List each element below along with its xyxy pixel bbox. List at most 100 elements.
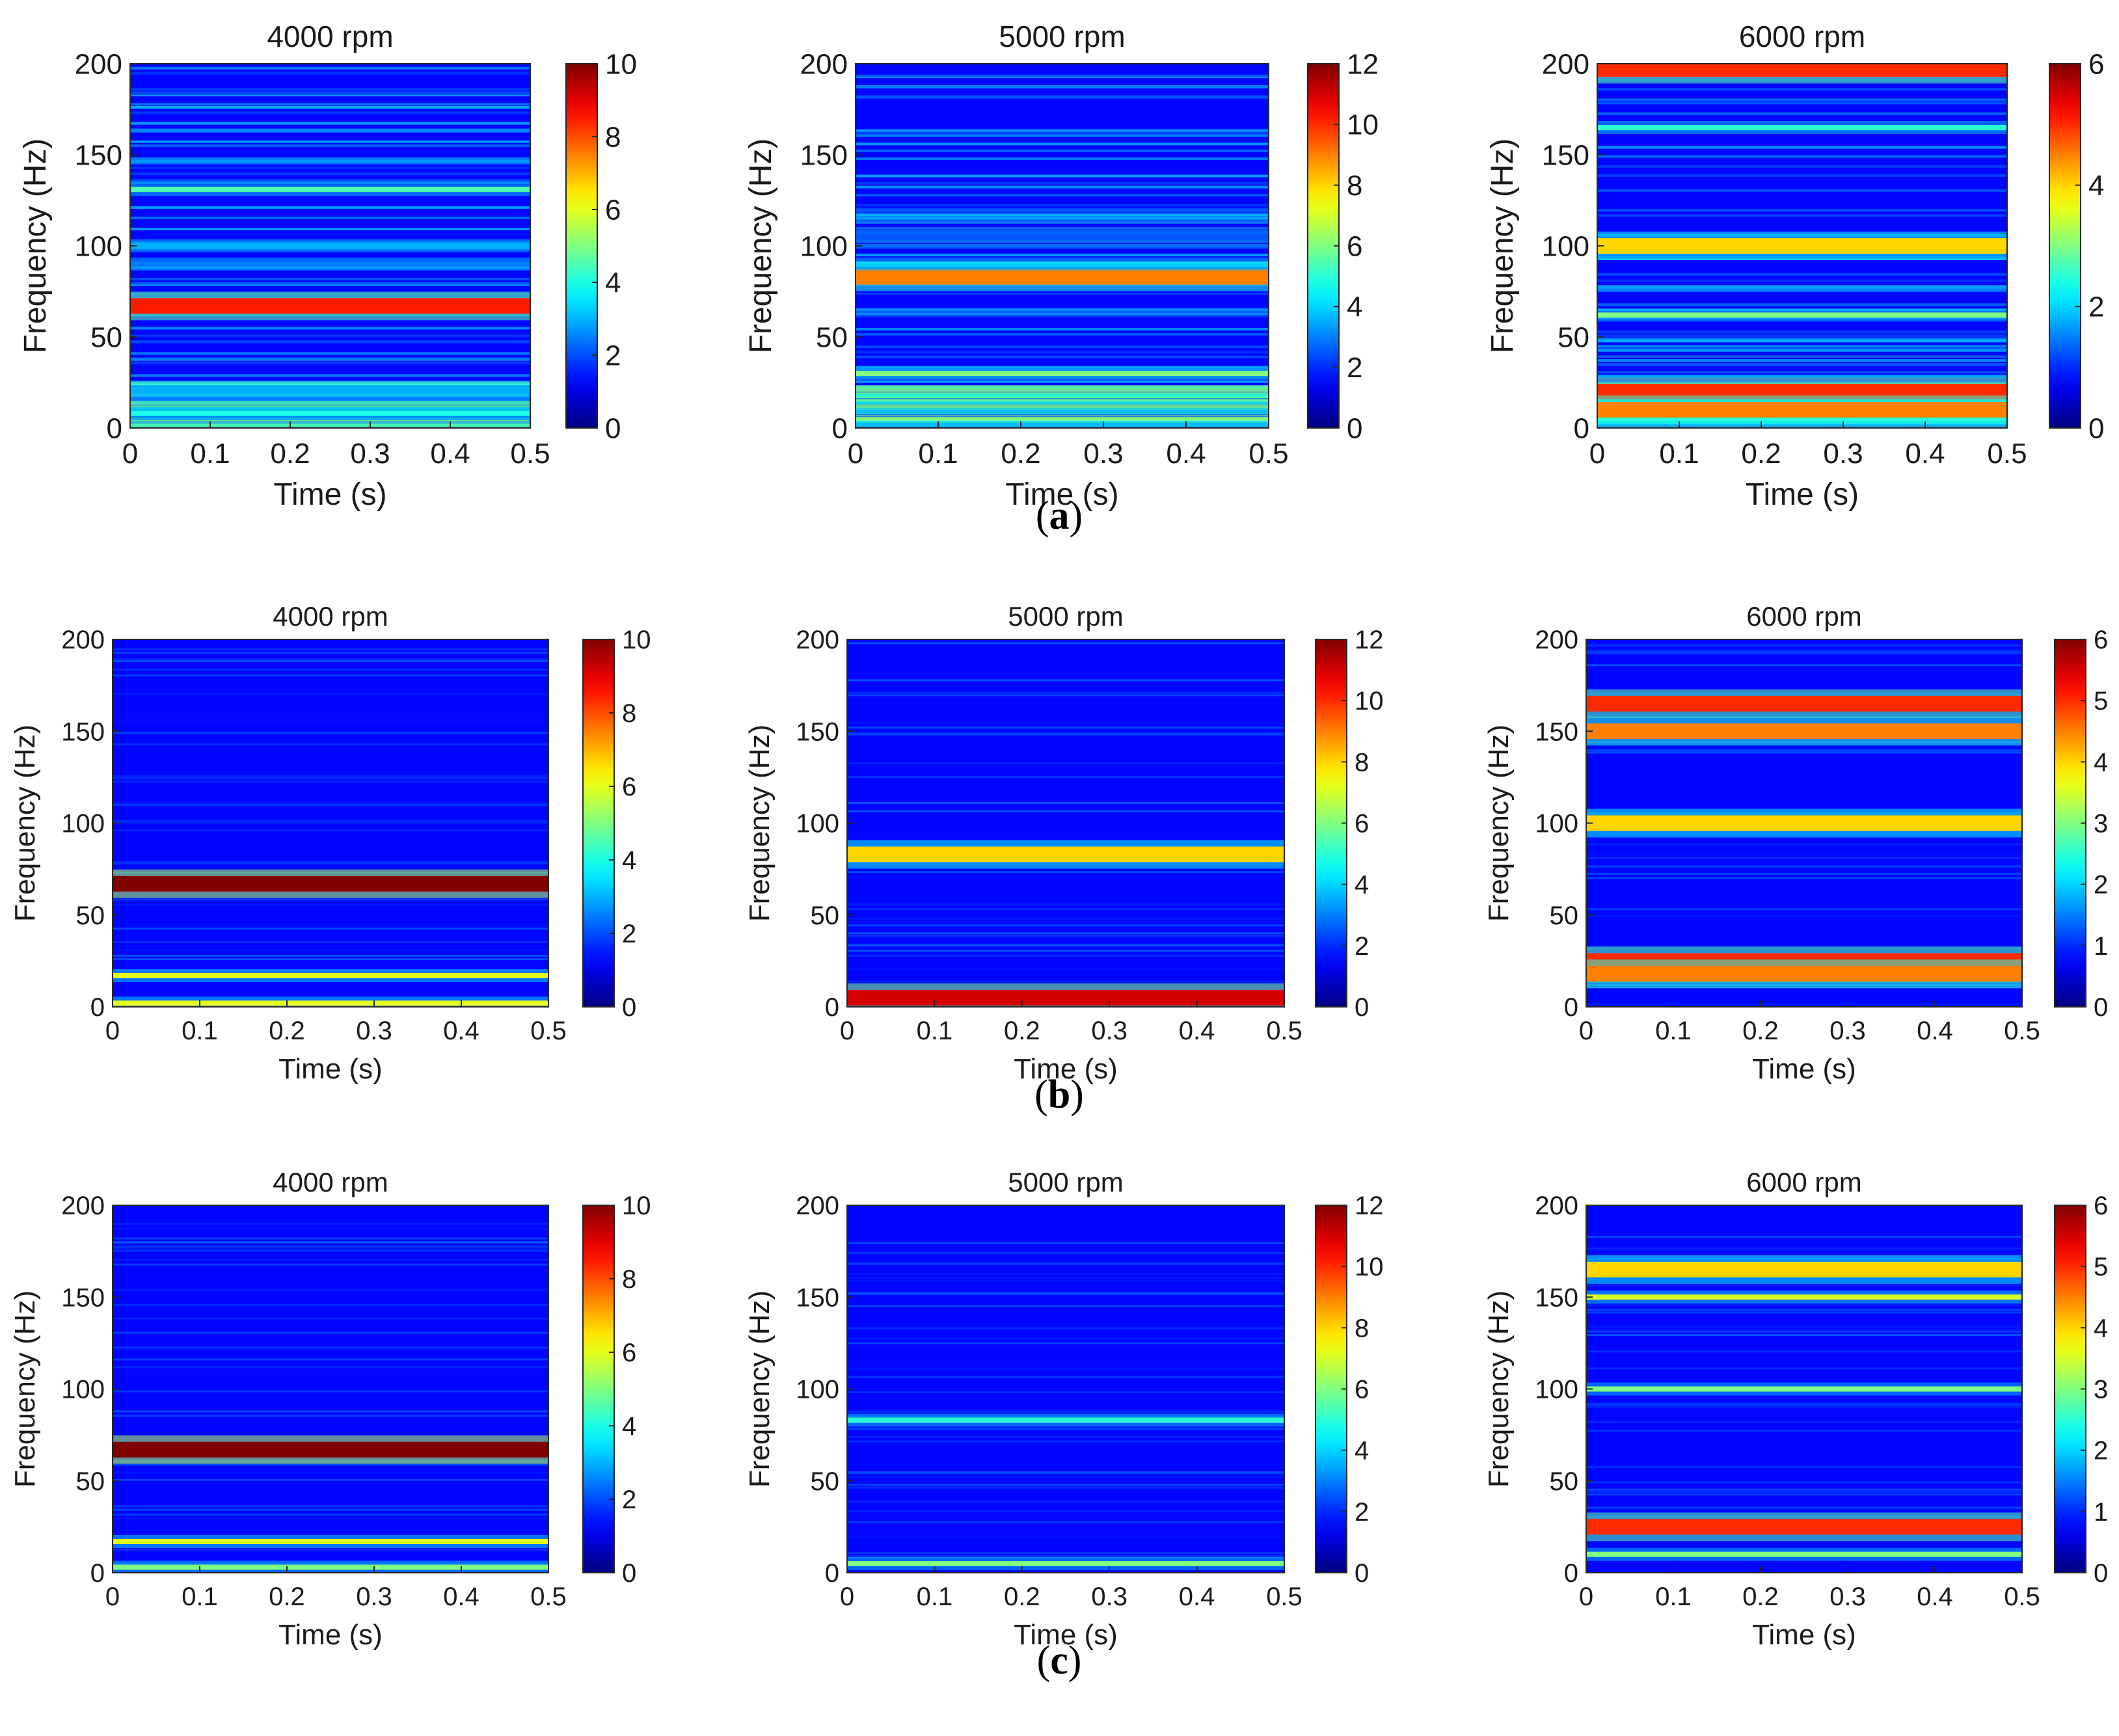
texture-stripe [1586, 1493, 2022, 1496]
texture-stripe [113, 660, 548, 662]
colorbar-tick-label: 0 [605, 412, 621, 444]
colorbar-tick-label: 1 [2094, 1498, 2108, 1527]
texture-stripe [1586, 1330, 2022, 1333]
texture-stripe [1597, 146, 2007, 149]
texture-stripe [113, 941, 548, 943]
texture-stripe [113, 949, 548, 952]
texture-stripe [113, 1259, 548, 1261]
band-83hz [856, 269, 1269, 285]
texture-stripe [847, 924, 1284, 927]
texture-stripe [856, 134, 1269, 137]
y-axis-label: Frequency (Hz) [744, 1290, 776, 1488]
band-83hz [847, 846, 1284, 862]
band-20hz [130, 389, 530, 394]
y-tick-label: 200 [796, 626, 839, 654]
x-tick-label: 0.2 [1004, 1017, 1040, 1045]
texture-stripe [130, 157, 530, 160]
texture-stripe [113, 804, 548, 807]
texture-stripe [113, 1547, 548, 1550]
texture-stripe [847, 1251, 1284, 1254]
colorbar [582, 639, 615, 1008]
colorbar-tick-label: 0 [622, 1559, 636, 1588]
colorbar-tick-label: 8 [1355, 1314, 1369, 1342]
colorbar-tick-label: 2 [2094, 1437, 2108, 1465]
y-tick-label: 0 [1564, 993, 1578, 1022]
texture-stripe [1597, 174, 2007, 177]
texture-stripe [847, 802, 1284, 805]
y-tick-label: 0 [90, 993, 105, 1022]
y-axis-label: Frequency (Hz) [744, 139, 778, 354]
colorbar-tick-label: 4 [605, 267, 621, 299]
colorbar-tick-label: 4 [1355, 871, 1369, 900]
texture-stripe [130, 92, 530, 95]
colorbar-tick-label: 6 [1347, 230, 1362, 262]
texture-stripe [847, 1279, 1284, 1282]
texture-stripe [856, 211, 1269, 214]
texture-stripe [847, 1277, 1284, 1279]
colorbar-tick-label: 4 [1355, 1437, 1369, 1465]
texture-stripe [856, 332, 1269, 336]
colorbar-tick-label: 10 [622, 626, 651, 654]
texture-stripe [1586, 1311, 2022, 1314]
texture-stripe [856, 292, 1269, 295]
texture-stripe [130, 122, 530, 125]
texture-stripe [1586, 1491, 2022, 1493]
band-100hz [1586, 1386, 2022, 1392]
texture-stripe [847, 1292, 1284, 1294]
colorbar-tick-label: 6 [622, 773, 636, 801]
texture-stripe [113, 1358, 548, 1361]
x-axis-label: Time (s) [278, 1619, 383, 1651]
x-tick-label: 0.1 [917, 1017, 953, 1045]
colorbar-tick-label: 12 [1355, 626, 1384, 654]
texture-stripe [1586, 644, 2022, 647]
texture-stripe [847, 1440, 1284, 1443]
colorbar-tick-label: 6 [2088, 48, 2104, 80]
texture-stripe [113, 651, 548, 654]
noise-stripe [856, 421, 1269, 425]
texture-stripe [1597, 363, 2007, 366]
texture-stripe [1597, 345, 2007, 348]
band-5hz [847, 1560, 1284, 1566]
colorbar-tick-label: 4 [622, 846, 636, 875]
y-tick-label: 150 [61, 1283, 105, 1312]
colorbar [2049, 63, 2081, 429]
texture-stripe [130, 206, 530, 209]
texture-stripe [130, 66, 530, 70]
colorbar-tick-label: 0 [2088, 412, 2104, 444]
colorbar-tick-label: 6 [1355, 1376, 1369, 1404]
colorbar-tick-label: 2 [2088, 291, 2104, 323]
texture-stripe [113, 1263, 548, 1266]
y-tick-label: 0 [825, 1559, 839, 1588]
colorbar-tick-label: 10 [1355, 687, 1384, 715]
x-tick-label: 0.3 [1829, 1582, 1866, 1611]
texture-stripe [1586, 1405, 2022, 1408]
noise-stripe [856, 385, 1269, 389]
texture-stripe [847, 950, 1284, 952]
texture-stripe [856, 157, 1269, 161]
texture-stripe [113, 802, 548, 805]
texture-stripe [1586, 1488, 2022, 1491]
band-105hz [856, 234, 1269, 239]
band-30hz [856, 371, 1269, 376]
y-tick-label: 50 [1558, 321, 1589, 353]
x-tick-label: 0.1 [918, 438, 958, 470]
band-67hz [113, 1441, 548, 1458]
texture-stripe [1586, 1350, 2022, 1353]
texture-stripe [1586, 1325, 2022, 1328]
texture-stripe [847, 1391, 1284, 1394]
texture-stripe [113, 829, 548, 832]
colorbar-tick-label: 8 [1347, 170, 1362, 202]
y-tick-label: 50 [1550, 901, 1579, 930]
texture-stripe [847, 776, 1284, 779]
x-tick-label: 0 [848, 438, 863, 470]
texture-stripe [847, 722, 1284, 725]
y-tick-label: 200 [1535, 1192, 1578, 1220]
colorbar-tick-label: 4 [2088, 170, 2104, 202]
texture-stripe [130, 103, 530, 106]
band-165hz [1597, 125, 2007, 130]
texture-stripe [1586, 1284, 2022, 1287]
x-tick-label: 0.5 [1248, 438, 1288, 470]
texture-stripe [847, 642, 1284, 645]
